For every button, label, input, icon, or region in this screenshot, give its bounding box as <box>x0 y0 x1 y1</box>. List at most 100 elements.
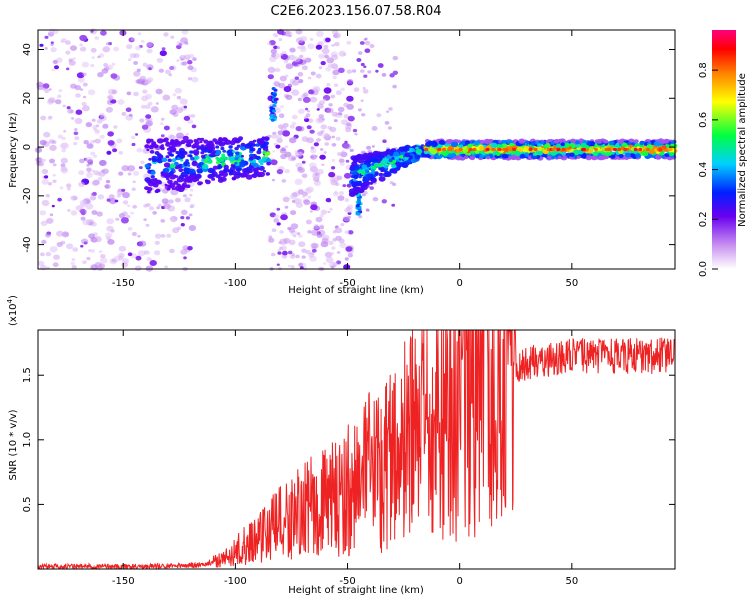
heatmap-cell <box>352 178 357 182</box>
heatmap-cell <box>140 160 145 164</box>
heatmap-cell <box>273 100 278 104</box>
heatmap-cell <box>128 113 133 117</box>
heatmap-cell <box>332 230 337 234</box>
heatmap-cell <box>170 35 175 39</box>
heatmap-cell <box>264 152 270 156</box>
heatmap-cell <box>318 114 325 119</box>
heatmap-cell <box>244 143 252 149</box>
heatmap-cell <box>268 235 273 239</box>
heatmap-cell <box>212 165 219 170</box>
heatmap-cell <box>463 155 469 160</box>
heatmap-cell <box>310 71 316 76</box>
heatmap-cell <box>333 32 341 39</box>
heatmap-cell <box>154 145 158 148</box>
heatmap-cell <box>339 242 347 249</box>
heatmap-cell <box>306 110 311 113</box>
line-y-scale-exp: 4 <box>6 298 14 303</box>
heatmap-cell <box>545 140 550 144</box>
heatmap-cell <box>291 156 297 161</box>
heatmap-cell <box>540 140 545 145</box>
heatmap-cell <box>345 127 352 133</box>
heatmap-cell <box>120 217 129 224</box>
heatmap-cell <box>363 74 368 78</box>
x-tick-label: 0 <box>456 278 462 289</box>
heatmap-cell <box>142 62 148 67</box>
heatmap-cell <box>135 133 139 136</box>
heatmap-cell <box>138 240 147 247</box>
heatmap-cell <box>304 107 309 111</box>
heatmap-cell <box>160 146 165 151</box>
heatmap-cell <box>145 118 149 121</box>
heatmap-cell <box>46 266 50 269</box>
heatmap-cell <box>322 236 327 240</box>
colorbar-tick-label: 0.6 <box>698 112 709 128</box>
heatmap-cell <box>185 216 191 220</box>
heatmap-cell <box>556 147 561 152</box>
heatmap-cell <box>293 56 301 63</box>
heatmap-cell <box>187 77 193 81</box>
heatmap-cell <box>344 140 348 144</box>
heatmap-cell <box>594 147 598 152</box>
heatmap-cell <box>276 46 281 50</box>
heatmap-cell <box>596 139 603 144</box>
heatmap-cell <box>91 210 98 215</box>
heatmap-cell <box>321 163 325 166</box>
heatmap-cell <box>292 136 297 140</box>
heatmap-cell <box>328 240 334 245</box>
heatmap-cell <box>43 131 51 138</box>
heatmap-cell <box>270 159 278 166</box>
heatmap-cell <box>276 137 283 143</box>
heatmap-cell <box>670 143 677 149</box>
heatmap-cell <box>65 40 71 45</box>
heatmap-cell <box>329 207 333 211</box>
heatmap-cell <box>423 149 430 155</box>
heatmap-cell <box>390 149 395 153</box>
heatmap-cell <box>297 108 305 115</box>
heatmap-cell <box>560 142 566 147</box>
heatmap-cell <box>509 142 514 147</box>
heatmap-cell <box>475 154 480 159</box>
heatmap-cell <box>332 262 338 267</box>
heatmap-cell <box>228 169 234 174</box>
heatmap-cell <box>146 148 150 152</box>
heatmap-cell <box>273 218 280 223</box>
heatmap-cell <box>236 144 241 148</box>
heatmap-cell <box>279 230 284 234</box>
heatmap-cell <box>263 141 269 146</box>
heatmap-cell <box>248 153 254 158</box>
heatmap-cell <box>330 94 336 99</box>
heatmap-cell <box>70 210 78 216</box>
heatmap-cell <box>376 113 382 118</box>
heatmap-cell <box>243 167 249 173</box>
heatmap-cell <box>309 96 318 103</box>
heatmap-cell <box>316 30 324 38</box>
heatmap-cell <box>40 115 47 121</box>
heatmap-cell <box>188 174 196 180</box>
heatmap-cell <box>450 153 457 158</box>
heatmap-cell <box>347 230 354 235</box>
heatmap-cell <box>44 88 50 94</box>
heatmap-cell <box>326 83 331 87</box>
heatmap-cell <box>437 147 442 152</box>
heatmap-cell <box>155 156 159 159</box>
heatmap-cell <box>360 69 365 73</box>
heatmap-cell <box>49 144 57 151</box>
heatmap-cell <box>272 93 277 97</box>
heatmap-cell <box>309 38 314 41</box>
heatmap-cell <box>261 136 266 139</box>
heatmap-cell <box>298 241 306 248</box>
heatmap-cell <box>324 54 330 59</box>
x-tick-label: -50 <box>339 278 355 289</box>
heatmap-cell <box>178 168 184 173</box>
heatmap-panel: -150 -100 -50 0 50 -40 -20 0 20 40 Height of str… <box>8 28 678 296</box>
heatmap-cell <box>154 233 162 239</box>
heatmap-cell <box>181 61 188 66</box>
heatmap-cell <box>121 165 130 172</box>
heatmap-cell <box>313 180 321 186</box>
heatmap-cell <box>330 63 338 70</box>
heatmap-cell <box>320 124 327 130</box>
heatmap-cell <box>220 176 227 182</box>
heatmap-cell <box>148 145 154 150</box>
heatmap-cell <box>337 67 345 74</box>
